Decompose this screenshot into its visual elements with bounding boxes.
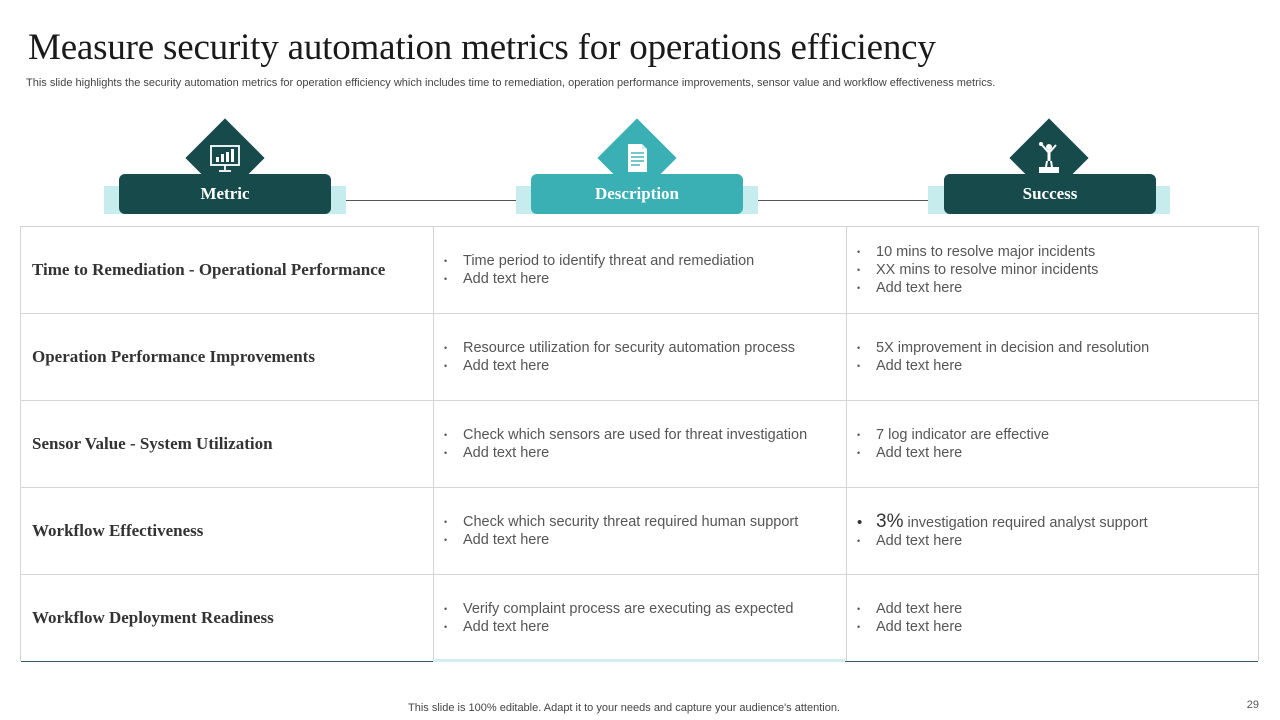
list-item: 10 mins to resolve major incidents — [857, 243, 1098, 261]
metrics-table: Time to Remediation - Operational Perfor… — [20, 226, 1259, 662]
table-row: Workflow Deployment Readiness Verify com… — [21, 575, 1258, 662]
description-list: Check which sensors are used for threat … — [444, 426, 807, 462]
list-item: Add text here — [444, 618, 793, 636]
footer-note: This slide is 100% editable. Adapt it to… — [408, 702, 840, 714]
page-subtitle: This slide highlights the security autom… — [26, 77, 996, 89]
document-icon — [617, 140, 657, 176]
list-item: 5X improvement in decision and resolutio… — [857, 339, 1149, 357]
list-item: Check which sensors are used for threat … — [444, 426, 807, 444]
page-title: Measure security automation metrics for … — [28, 27, 936, 68]
list-item: Add text here — [857, 279, 1098, 297]
list-item: Add text here — [444, 357, 795, 375]
list-item: XX mins to resolve minor incidents — [857, 261, 1098, 279]
table-row: Time to Remediation - Operational Perfor… — [21, 227, 1258, 314]
success-list: Add text here Add text here — [857, 600, 962, 636]
metric-name: Workflow Effectiveness — [32, 521, 204, 540]
list-item: Add text here — [857, 600, 962, 618]
highlight-percentage: 3% — [876, 510, 904, 532]
metric-header: Metric — [119, 174, 331, 214]
metric-name: Workflow Deployment Readiness — [32, 608, 274, 627]
description-column-accent — [433, 659, 845, 662]
description-header: Description — [531, 174, 743, 214]
list-item: Add text here — [857, 618, 962, 636]
table-row: Sensor Value - System Utilization Check … — [21, 401, 1258, 488]
list-item: Add text here — [444, 531, 798, 549]
metric-name: Operation Performance Improvements — [32, 347, 315, 366]
list-item: 7 log indicator are effective — [857, 426, 1049, 444]
list-item: Add text here — [444, 444, 807, 462]
table-row: Workflow Effectiveness Check which secur… — [21, 488, 1258, 575]
success-header: Success — [944, 174, 1156, 214]
presentation-chart-icon — [205, 140, 245, 176]
success-list: 3% investigation required analyst suppor… — [857, 510, 1148, 550]
description-list: Time period to identify threat and remed… — [444, 252, 754, 288]
list-item: Add text here — [857, 532, 1148, 550]
metric-name: Sensor Value - System Utilization — [32, 434, 273, 453]
list-item: Add text here — [444, 270, 754, 288]
description-list: Check which security threat required hum… — [444, 513, 798, 549]
list-item-highlight: 3% investigation required analyst suppor… — [857, 510, 1148, 532]
list-item: Verify complaint process are executing a… — [444, 600, 793, 618]
list-item: Check which security threat required hum… — [444, 513, 798, 531]
page-number: 29 — [1246, 699, 1259, 711]
metric-name: Time to Remediation - Operational Perfor… — [32, 260, 386, 279]
table-row: Operation Performance Improvements Resou… — [21, 314, 1258, 401]
description-list: Resource utilization for security automa… — [444, 339, 795, 375]
success-list: 7 log indicator are effective Add text h… — [857, 426, 1049, 462]
highlight-text: investigation required analyst support — [903, 514, 1148, 531]
list-item: Resource utilization for security automa… — [444, 339, 795, 357]
success-list: 10 mins to resolve major incidents XX mi… — [857, 243, 1098, 297]
description-list: Verify complaint process are executing a… — [444, 600, 793, 636]
list-item: Add text here — [857, 357, 1149, 375]
list-item: Add text here — [857, 444, 1049, 462]
list-item: Time period to identify threat and remed… — [444, 252, 754, 270]
success-list: 5X improvement in decision and resolutio… — [857, 339, 1149, 375]
trophy-winner-icon — [1029, 140, 1069, 176]
